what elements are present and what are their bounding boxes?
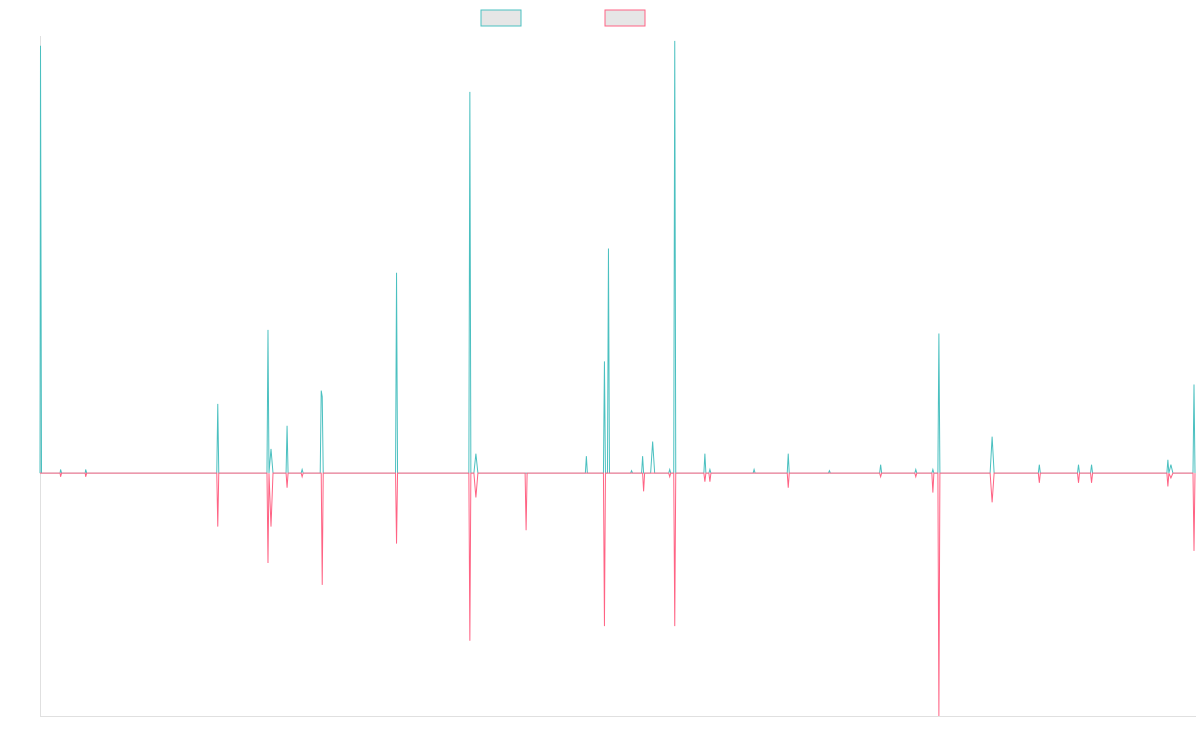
series-line-1 (39, 40, 1196, 474)
series-group (39, 40, 1196, 717)
legend-item-2[interactable] (604, 9, 646, 27)
series-line-2 (40, 472, 1196, 717)
legend[interactable] (480, 9, 646, 27)
plot-area (39, 36, 1196, 717)
legend-item-1[interactable] (480, 9, 522, 27)
legend-swatch-2[interactable] (604, 9, 646, 27)
legend-swatch-1[interactable] (480, 9, 522, 27)
